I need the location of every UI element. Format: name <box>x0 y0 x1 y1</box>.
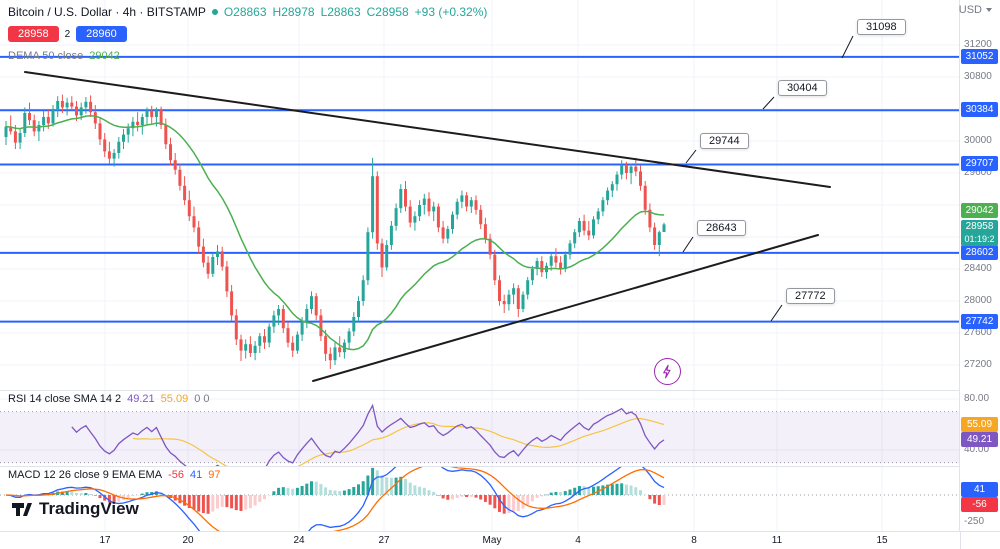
quick-trade-button[interactable] <box>654 358 681 385</box>
time-tick-label: 8 <box>691 535 697 546</box>
price-tick-label: 27200 <box>964 359 992 370</box>
rsi-extra-values: 0 0 <box>194 393 210 405</box>
chevron-down-icon <box>986 8 992 12</box>
macd-signal-value: 97 <box>208 469 221 481</box>
ohlc-close: C28958 <box>366 5 409 19</box>
ohlc-high: H28978 <box>272 5 315 19</box>
lightning-icon <box>663 364 671 379</box>
time-tick-label: May <box>482 535 502 546</box>
last-price-badge: 28958 01:19:2 <box>961 220 998 246</box>
level-price-badge: 30384 <box>961 102 998 117</box>
time-tick-label: 11 <box>771 535 783 546</box>
price-callout[interactable]: 31098 <box>857 19 906 35</box>
ohlc-change: +93 (+0.32%) <box>414 5 488 19</box>
price-callout[interactable]: 28643 <box>697 220 746 236</box>
tradingview-logo-text: TradingView <box>39 499 139 518</box>
symbol-legend[interactable]: Bitcoin / U.S. Dollar · 4h · BITSTAMP O2… <box>8 5 487 19</box>
price-tick-label: 28400 <box>964 263 992 274</box>
ohlc-open: O28863 <box>223 5 267 19</box>
buy-button[interactable]: 28960 <box>76 26 127 42</box>
level-price-badge: 29707 <box>961 156 998 171</box>
time-axis[interactable] <box>0 531 1000 549</box>
macd-tick-label: -250 <box>964 516 985 527</box>
dema-value: 29042 <box>89 50 120 62</box>
symbol-title: Bitcoin / U.S. Dollar · 4h · BITSTAMP <box>8 5 206 19</box>
macd-value-badge: -56 <box>961 497 998 512</box>
currency-label: USD <box>958 4 982 16</box>
tradingview-logo-icon <box>12 503 32 516</box>
time-tick-label: 15 <box>876 535 888 546</box>
price-tick-label: 29600 <box>964 167 992 178</box>
macd-legend[interactable]: MACD 12 26 close 9 EMA EMA -56 41 97 <box>8 469 220 481</box>
axis-corner <box>960 531 1000 549</box>
time-tick-label: 24 <box>293 535 305 546</box>
level-price-badge: 27742 <box>961 314 998 329</box>
time-tick-label: 4 <box>575 535 581 546</box>
ohlc-low: L28863 <box>320 5 361 19</box>
time-tick-label: 17 <box>99 535 111 546</box>
macd-value-badge: 41 <box>961 482 998 497</box>
price-callout[interactable]: 27772 <box>786 288 835 304</box>
dema-legend[interactable]: DEMA 50 close 29042 <box>8 50 120 62</box>
rsi-tick-label: 80.00 <box>964 393 990 404</box>
rsi-tick-label: 40.00 <box>964 444 990 455</box>
chart-canvas[interactable] <box>0 0 960 531</box>
price-tick-label: 31200 <box>964 39 992 50</box>
rsi-value-badge: 55.09 <box>961 417 998 432</box>
spread-value: 2 <box>64 28 71 40</box>
macd-line-value: 41 <box>189 469 203 481</box>
sell-button[interactable]: 28958 <box>8 26 59 42</box>
dema-label: DEMA 50 close <box>8 50 84 62</box>
rsi-label: RSI 14 close SMA 14 2 <box>8 393 122 405</box>
price-tick-label: 30000 <box>964 135 992 146</box>
level-price-badge: 28602 <box>961 245 998 260</box>
time-tick-label: 20 <box>182 535 194 546</box>
macd-label: MACD 12 26 close 9 EMA EMA <box>8 469 163 481</box>
price-tick-label: 30800 <box>964 71 992 82</box>
market-status-icon <box>211 9 218 15</box>
price-callout[interactable]: 30404 <box>778 80 827 96</box>
tradingview-logo[interactable]: TradingView <box>10 497 139 521</box>
macd-hist-value: -56 <box>168 469 184 481</box>
quick-trade-row: 28958 2 28960 <box>8 26 127 42</box>
currency-selector[interactable]: USD <box>959 4 992 16</box>
rsi-legend[interactable]: RSI 14 close SMA 14 2 49.21 55.09 0 0 <box>8 393 209 405</box>
price-tick-label: 28000 <box>964 295 992 306</box>
rsi-value-badge: 49.21 <box>961 432 998 447</box>
level-price-badge: 31052 <box>961 49 998 64</box>
price-tick-label: 27600 <box>964 327 992 338</box>
rsi-sma-value: 55.09 <box>160 393 189 405</box>
rsi-value: 49.21 <box>127 393 155 405</box>
time-tick-label: 27 <box>378 535 390 546</box>
dema-value-badge: 29042 <box>961 203 998 218</box>
price-callout[interactable]: 29744 <box>700 133 749 149</box>
